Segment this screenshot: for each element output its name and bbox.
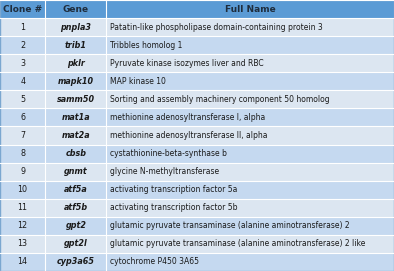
Bar bbox=[0, 90, 45, 108]
Text: 2: 2 bbox=[20, 41, 25, 50]
Text: 3: 3 bbox=[20, 59, 25, 68]
Text: Tribbles homolog 1: Tribbles homolog 1 bbox=[110, 41, 182, 50]
Text: glutamic pyruvate transaminase (alanine aminotransferase) 2 like: glutamic pyruvate transaminase (alanine … bbox=[110, 239, 365, 249]
Bar bbox=[45, 144, 106, 163]
Text: 13: 13 bbox=[18, 239, 28, 249]
Text: activating transcription factor 5a: activating transcription factor 5a bbox=[110, 185, 237, 194]
Bar bbox=[106, 72, 394, 90]
Bar bbox=[106, 108, 394, 127]
Text: methionine adenosyltransferase I, alpha: methionine adenosyltransferase I, alpha bbox=[110, 113, 265, 122]
Bar bbox=[45, 54, 106, 72]
Bar bbox=[106, 235, 394, 253]
Text: 4: 4 bbox=[20, 77, 25, 86]
Bar bbox=[45, 199, 106, 217]
Bar bbox=[0, 18, 45, 36]
Bar bbox=[0, 235, 45, 253]
Text: pklr: pklr bbox=[67, 59, 85, 68]
Text: Gene: Gene bbox=[63, 5, 89, 14]
Text: 1: 1 bbox=[20, 22, 25, 32]
Text: mapk10: mapk10 bbox=[58, 77, 94, 86]
Text: methionine adenosyltransferase II, alpha: methionine adenosyltransferase II, alpha bbox=[110, 131, 267, 140]
Bar bbox=[0, 127, 45, 144]
Text: trib1: trib1 bbox=[65, 41, 87, 50]
Text: atf5b: atf5b bbox=[64, 203, 88, 212]
Bar bbox=[106, 253, 394, 271]
Bar bbox=[0, 36, 45, 54]
Text: 10: 10 bbox=[18, 185, 28, 194]
Bar bbox=[45, 0, 106, 18]
Bar bbox=[45, 235, 106, 253]
Bar bbox=[106, 199, 394, 217]
Text: cbsb: cbsb bbox=[65, 149, 86, 158]
Text: 14: 14 bbox=[18, 257, 28, 266]
Bar bbox=[106, 18, 394, 36]
Text: atf5a: atf5a bbox=[64, 185, 88, 194]
Bar bbox=[45, 90, 106, 108]
Bar bbox=[45, 163, 106, 181]
Text: pnpla3: pnpla3 bbox=[60, 22, 91, 32]
Bar bbox=[0, 144, 45, 163]
Text: activating transcription factor 5b: activating transcription factor 5b bbox=[110, 203, 237, 212]
Bar bbox=[0, 253, 45, 271]
Text: 6: 6 bbox=[20, 113, 25, 122]
Text: MAP kinase 10: MAP kinase 10 bbox=[110, 77, 165, 86]
Text: cystathionine-beta-synthase b: cystathionine-beta-synthase b bbox=[110, 149, 227, 158]
Bar bbox=[45, 36, 106, 54]
Text: gnmt: gnmt bbox=[64, 167, 88, 176]
Bar bbox=[106, 163, 394, 181]
Text: cyp3a65: cyp3a65 bbox=[57, 257, 95, 266]
Text: 11: 11 bbox=[18, 203, 28, 212]
Bar bbox=[0, 181, 45, 199]
Bar bbox=[0, 217, 45, 235]
Bar bbox=[106, 54, 394, 72]
Text: Pyruvate kinase isozymes liver and RBC: Pyruvate kinase isozymes liver and RBC bbox=[110, 59, 263, 68]
Text: samm50: samm50 bbox=[57, 95, 95, 104]
Text: glutamic pyruvate transaminase (alanine aminotransferase) 2: glutamic pyruvate transaminase (alanine … bbox=[110, 221, 349, 230]
Bar bbox=[0, 54, 45, 72]
Text: 7: 7 bbox=[20, 131, 25, 140]
Bar bbox=[0, 72, 45, 90]
Bar bbox=[0, 199, 45, 217]
Bar bbox=[106, 181, 394, 199]
Text: mat1a: mat1a bbox=[61, 113, 90, 122]
Bar bbox=[0, 0, 45, 18]
Text: Patatin-like phospholipase domain-containing protein 3: Patatin-like phospholipase domain-contai… bbox=[110, 22, 322, 32]
Bar bbox=[0, 163, 45, 181]
Text: gpt2l: gpt2l bbox=[64, 239, 88, 249]
Bar bbox=[45, 181, 106, 199]
Text: 8: 8 bbox=[20, 149, 25, 158]
Bar bbox=[106, 0, 394, 18]
Bar bbox=[45, 72, 106, 90]
Text: Sorting and assembly machinery component 50 homolog: Sorting and assembly machinery component… bbox=[110, 95, 329, 104]
Bar bbox=[106, 144, 394, 163]
Text: gpt2: gpt2 bbox=[65, 221, 86, 230]
Bar bbox=[45, 253, 106, 271]
Bar bbox=[0, 108, 45, 127]
Text: Clone #: Clone # bbox=[3, 5, 42, 14]
Text: 12: 12 bbox=[18, 221, 28, 230]
Text: cytochrome P450 3A65: cytochrome P450 3A65 bbox=[110, 257, 199, 266]
Bar bbox=[106, 90, 394, 108]
Text: 9: 9 bbox=[20, 167, 25, 176]
Bar bbox=[106, 127, 394, 144]
Text: 5: 5 bbox=[20, 95, 25, 104]
Text: mat2a: mat2a bbox=[61, 131, 90, 140]
Bar bbox=[45, 108, 106, 127]
Text: Full Name: Full Name bbox=[225, 5, 275, 14]
Bar bbox=[45, 217, 106, 235]
Bar bbox=[45, 127, 106, 144]
Bar bbox=[106, 217, 394, 235]
Text: glycine N-methyltransferase: glycine N-methyltransferase bbox=[110, 167, 219, 176]
Bar bbox=[106, 36, 394, 54]
Bar bbox=[45, 18, 106, 36]
